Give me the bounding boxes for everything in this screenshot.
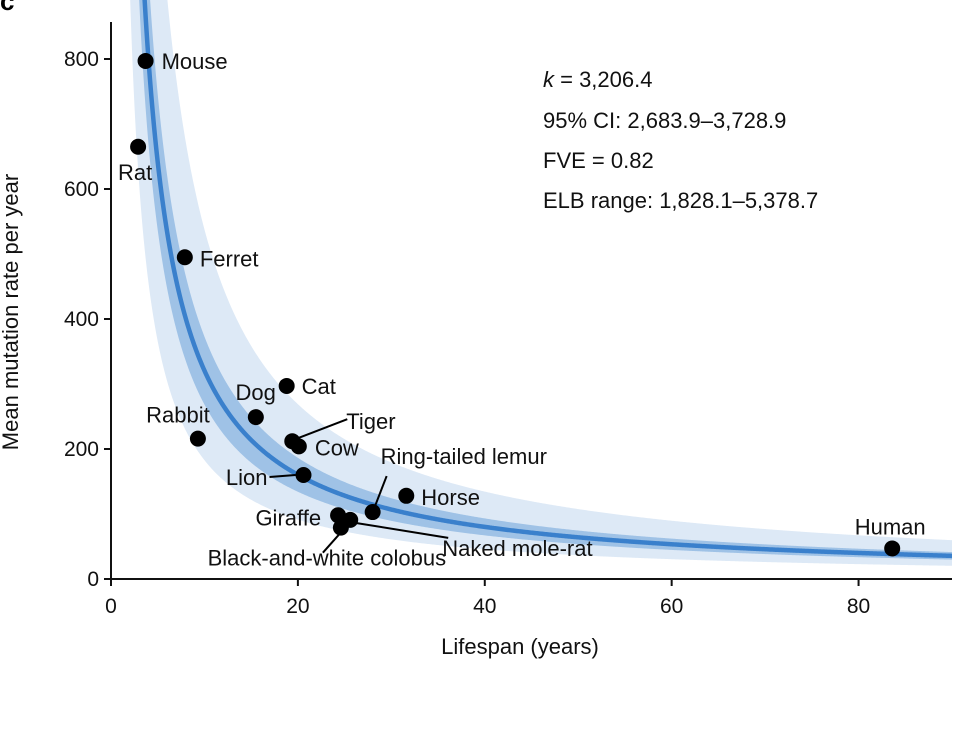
fve-value: FVE = 0.82 [543, 148, 654, 173]
x-tick-label: 20 [286, 595, 309, 618]
point-lion [295, 467, 312, 483]
y-axis-title: Mean mutation rate per year [0, 174, 23, 450]
label-human: Human [855, 514, 926, 539]
label-cat: Cat [302, 374, 336, 399]
leader-lines [269, 418, 449, 554]
leader-black-and-white-colobus [322, 533, 340, 554]
label-ferret: Ferret [200, 246, 259, 271]
label-black-and-white-colobus: Black-and-white colobus [208, 546, 446, 571]
y-tick-label: 400 [64, 308, 99, 331]
point-dog [247, 409, 264, 426]
x-tick-label: 60 [660, 595, 683, 618]
point-ring-tailed-lemur [364, 504, 381, 521]
x-tick-label: 40 [473, 595, 496, 618]
k-value: k = 3,206.4 [543, 67, 652, 92]
point-mouse [137, 52, 154, 69]
y-tick-label: 200 [64, 438, 99, 461]
fit-curve [142, 0, 952, 559]
panel-letter: c [0, 0, 14, 16]
ci-value: 95% CI: 2,683.9–3,728.9 [543, 108, 786, 133]
label-mouse: Mouse [162, 49, 228, 74]
x-axis-title: Lifespan (years) [441, 634, 599, 659]
point-rabbit [189, 430, 206, 447]
leader-naked-mole-rat [355, 521, 449, 539]
point-naked-mole-rat [342, 511, 359, 528]
data-points [130, 52, 901, 557]
y-tick-label: 600 [64, 178, 99, 201]
x-tick-label: 80 [847, 595, 870, 618]
label-rat: Rat [118, 160, 152, 185]
fit-statistics: k = 3,206.4 95% CI: 2,683.9–3,728.9 FVE … [543, 67, 818, 213]
label-tiger: Tiger [346, 409, 395, 434]
label-naked-mole-rat: Naked mole-rat [442, 536, 592, 561]
leader-lion [269, 474, 296, 478]
label-lion: Lion [226, 465, 268, 490]
point-cow [290, 438, 307, 455]
axes: 0 200 400 600 800 0 20 40 60 80 [64, 22, 952, 618]
leader-tiger [294, 418, 348, 441]
label-cow: Cow [315, 435, 359, 460]
elb-value: ELB range: 1,828.1–5,378.7 [543, 188, 818, 213]
point-cat [278, 377, 295, 394]
leader-ring-tailed-lemur [373, 475, 388, 508]
label-horse: Horse [421, 485, 480, 510]
label-ring-tailed-lemur: Ring-tailed lemur [381, 444, 547, 469]
label-giraffe: Giraffe [255, 505, 321, 530]
x-tick-label: 0 [105, 595, 117, 618]
label-rabbit: Rabbit [146, 403, 210, 428]
label-dog: Dog [235, 380, 275, 405]
y-tick-label: 800 [64, 48, 99, 71]
y-tick-label: 0 [87, 568, 99, 591]
point-ferret [176, 249, 193, 266]
point-horse [398, 487, 415, 504]
point-giraffe [330, 507, 347, 524]
point-rat [130, 138, 147, 155]
point-human [884, 540, 901, 557]
